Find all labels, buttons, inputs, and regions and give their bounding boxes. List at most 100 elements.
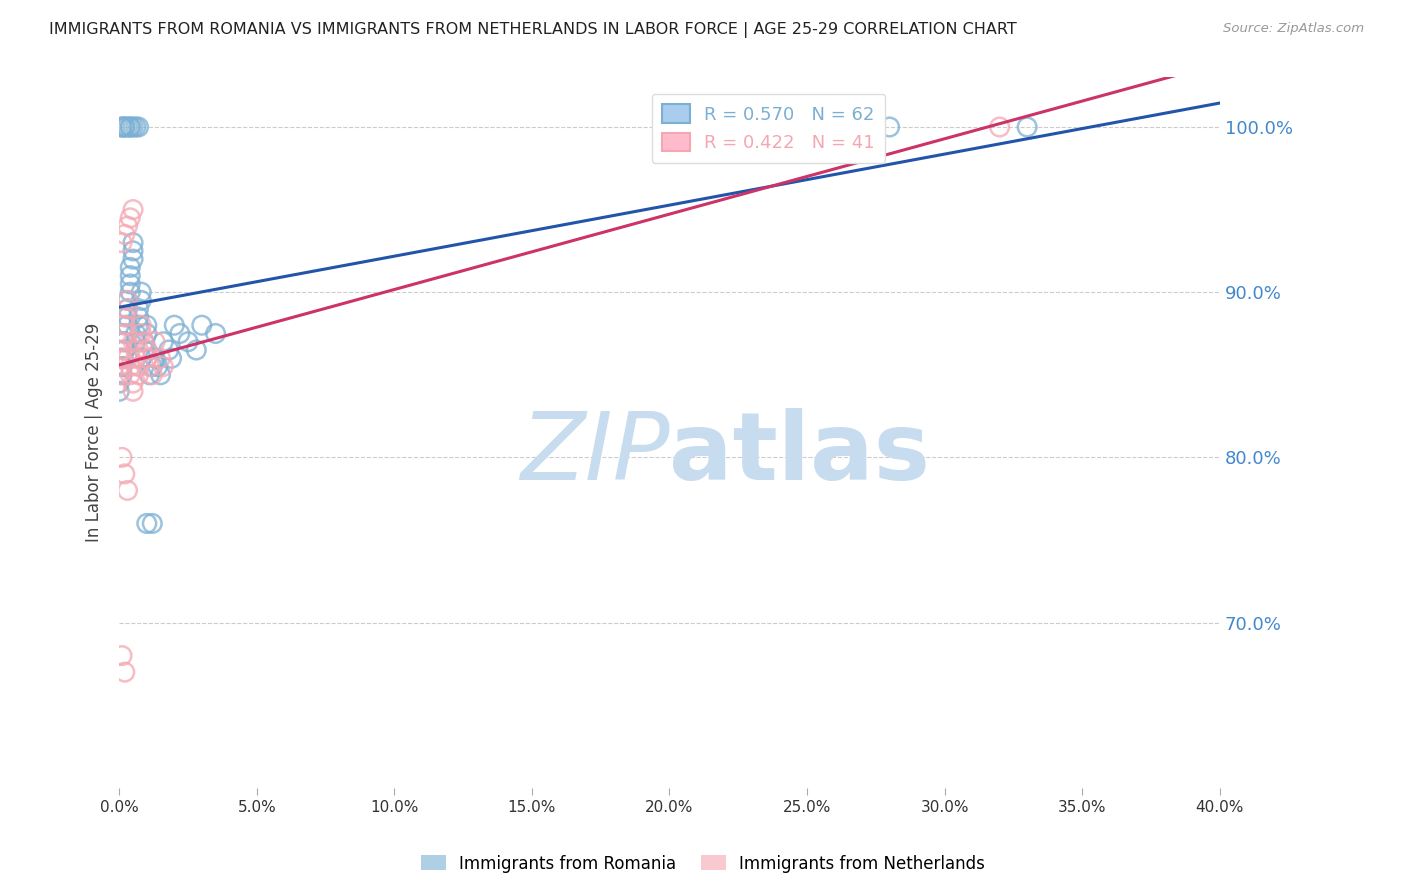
Point [143, 351, 166, 366]
Point [122, 120, 145, 134]
Point [117, 310, 139, 324]
Point [114, 310, 136, 324]
Point [152, 359, 174, 374]
Point [135, 516, 157, 531]
Point [120, 211, 142, 225]
Point [169, 326, 191, 341]
Point [117, 483, 139, 498]
Point [114, 120, 136, 134]
Point [146, 359, 169, 374]
Text: IMMIGRANTS FROM ROMANIA VS IMMIGRANTS FROM NETHERLANDS IN LABOR FORCE | AGE 25-2: IMMIGRANTS FROM ROMANIA VS IMMIGRANTS FR… [49, 22, 1017, 38]
Legend: R = 0.570   N = 62, R = 0.422   N = 41: R = 0.570 N = 62, R = 0.422 N = 41 [651, 94, 886, 163]
Point [1017, 120, 1039, 134]
Point [122, 235, 145, 250]
Point [108, 384, 131, 399]
Point [122, 376, 145, 390]
Point [120, 260, 142, 275]
Point [111, 334, 134, 349]
Point [111, 359, 134, 374]
Point [111, 368, 134, 382]
Point [135, 343, 157, 357]
Point [125, 343, 148, 357]
Point [117, 293, 139, 308]
Point [114, 326, 136, 341]
Point [138, 368, 160, 382]
Point [135, 351, 157, 366]
Point [128, 318, 150, 333]
Point [186, 343, 208, 357]
Point [120, 285, 142, 300]
Point [152, 334, 174, 349]
Point [120, 368, 142, 382]
Point [132, 343, 155, 357]
Point [129, 351, 152, 366]
Point [122, 244, 145, 258]
Point [128, 120, 150, 134]
Point [122, 252, 145, 267]
Point [114, 326, 136, 341]
Point [129, 326, 152, 341]
Point [138, 359, 160, 374]
Point [120, 359, 142, 374]
Point [129, 285, 152, 300]
Point [111, 120, 134, 134]
Point [879, 120, 901, 134]
Text: atlas: atlas [669, 408, 931, 500]
Point [117, 120, 139, 134]
Point [135, 318, 157, 333]
Point [125, 120, 148, 134]
Point [122, 334, 145, 349]
Point [111, 343, 134, 357]
Point [191, 318, 214, 333]
Point [111, 120, 134, 134]
Point [141, 368, 163, 382]
Point [128, 301, 150, 316]
Point [117, 351, 139, 366]
Point [114, 318, 136, 333]
Point [135, 326, 157, 341]
Point [108, 376, 131, 390]
Point [122, 384, 145, 399]
Point [128, 310, 150, 324]
Point [204, 326, 226, 341]
Point [120, 120, 142, 134]
Point [120, 120, 142, 134]
Point [111, 359, 134, 374]
Point [117, 301, 139, 316]
Point [132, 334, 155, 349]
Legend: Immigrants from Romania, Immigrants from Netherlands: Immigrants from Romania, Immigrants from… [413, 848, 993, 880]
Point [108, 359, 131, 374]
Point [120, 277, 142, 291]
Point [149, 368, 172, 382]
Point [111, 351, 134, 366]
Point [141, 516, 163, 531]
Point [125, 351, 148, 366]
Point [111, 351, 134, 366]
Point [117, 219, 139, 233]
Point [125, 326, 148, 341]
Point [177, 334, 200, 349]
Point [160, 351, 183, 366]
Point [117, 301, 139, 316]
Point [149, 351, 172, 366]
Point [128, 368, 150, 382]
Point [111, 450, 134, 465]
Point [114, 343, 136, 357]
Point [114, 467, 136, 481]
Point [129, 318, 152, 333]
Point [163, 318, 186, 333]
Point [114, 334, 136, 349]
Point [114, 334, 136, 349]
Point [114, 665, 136, 679]
Point [117, 318, 139, 333]
Point [108, 368, 131, 382]
Point [128, 359, 150, 374]
Point [114, 120, 136, 134]
Point [129, 293, 152, 308]
Point [143, 334, 166, 349]
Point [111, 351, 134, 366]
Point [111, 235, 134, 250]
Point [114, 227, 136, 242]
Point [132, 334, 155, 349]
Point [120, 268, 142, 283]
